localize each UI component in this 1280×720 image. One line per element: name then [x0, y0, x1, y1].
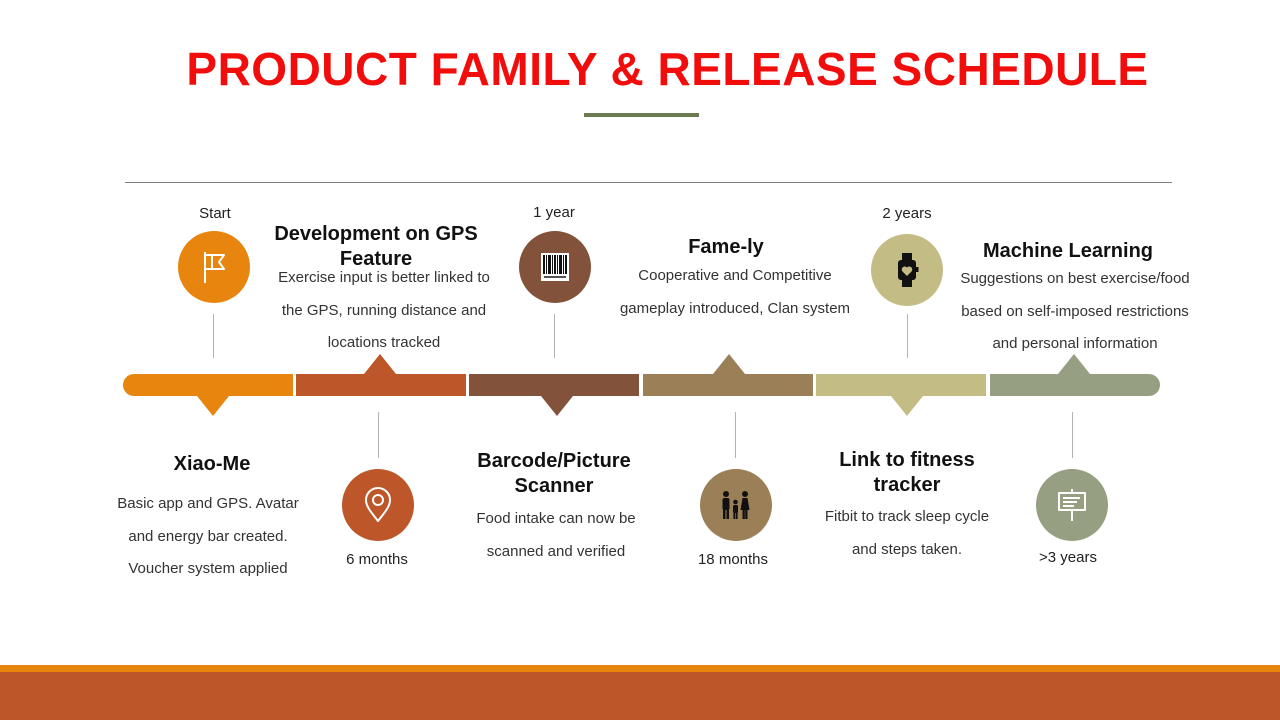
milestone-description: Fitbit to track sleep cycle and steps ta…	[824, 508, 990, 558]
timeline-notch-1	[197, 396, 229, 416]
milestone-time-label: Start	[199, 205, 231, 222]
milestone-icon-circle	[871, 234, 943, 306]
connector-line	[554, 314, 555, 358]
timeline-notch-4	[713, 354, 745, 374]
barcode-icon	[541, 253, 569, 281]
timeline-notch-3	[541, 396, 573, 416]
milestone-description: Food intake can now be scanned and verif…	[476, 510, 636, 560]
presentation-board-icon	[1058, 489, 1086, 521]
milestone-time-label: 18 months	[697, 551, 769, 568]
milestone-time-label: 2 years	[882, 205, 932, 222]
milestone-heading: Machine Learning	[982, 240, 1154, 262]
timeline-notch-6	[1058, 354, 1090, 374]
milestone-heading: Fame-ly	[688, 236, 764, 258]
timeline-segment-1	[123, 374, 293, 396]
milestone-description: Basic app and GPS. Avatar and energy bar…	[117, 495, 299, 577]
milestone-description: Cooperative and Competitive gameplay int…	[619, 267, 851, 317]
connector-line	[907, 314, 908, 358]
family-icon	[722, 491, 750, 519]
milestone-heading: Xiao-Me	[173, 453, 251, 475]
milestone-heading: Development on GPS Feature	[274, 223, 478, 270]
slide-title: PRODUCT FAMILY & RELEASE SCHEDULE	[186, 43, 1149, 95]
flag-icon	[204, 252, 225, 283]
milestone-icon-circle	[342, 469, 414, 541]
milestone-icon-circle	[1036, 469, 1108, 541]
timeline-segment-6	[990, 374, 1160, 396]
location-pin-icon	[365, 487, 391, 522]
timeline-notch-2	[364, 354, 396, 374]
top-divider-line	[125, 182, 1172, 183]
milestone-icon-circle	[700, 469, 772, 541]
footer-accent-stripe	[0, 665, 1280, 672]
milestone-icon-circle	[178, 231, 250, 303]
milestone-heading: Barcode/Picture Scanner	[477, 450, 631, 497]
timeline-segment-3	[469, 374, 639, 396]
connector-line	[1072, 412, 1073, 458]
timeline-notch-5	[891, 396, 923, 416]
connector-line	[213, 314, 214, 358]
footer-band	[0, 672, 1280, 720]
milestone-icon-circle	[519, 231, 591, 303]
connector-line	[378, 412, 379, 458]
milestone-description: Exercise input is better linked to the G…	[278, 269, 490, 351]
milestone-time-label: 1 year	[533, 204, 575, 221]
milestone-time-label: 6 months	[346, 551, 408, 568]
milestone-description: Suggestions on best exercise/food based …	[960, 270, 1190, 352]
title-underline	[584, 113, 699, 117]
timeline-segment-5	[816, 374, 986, 396]
milestone-heading: Link to fitness tracker	[839, 449, 975, 496]
timeline-segment-2	[296, 374, 466, 396]
milestone-time-label: >3 years	[1039, 549, 1097, 566]
smartwatch-icon	[898, 253, 919, 287]
connector-line	[735, 412, 736, 458]
timeline-segment-4	[643, 374, 813, 396]
